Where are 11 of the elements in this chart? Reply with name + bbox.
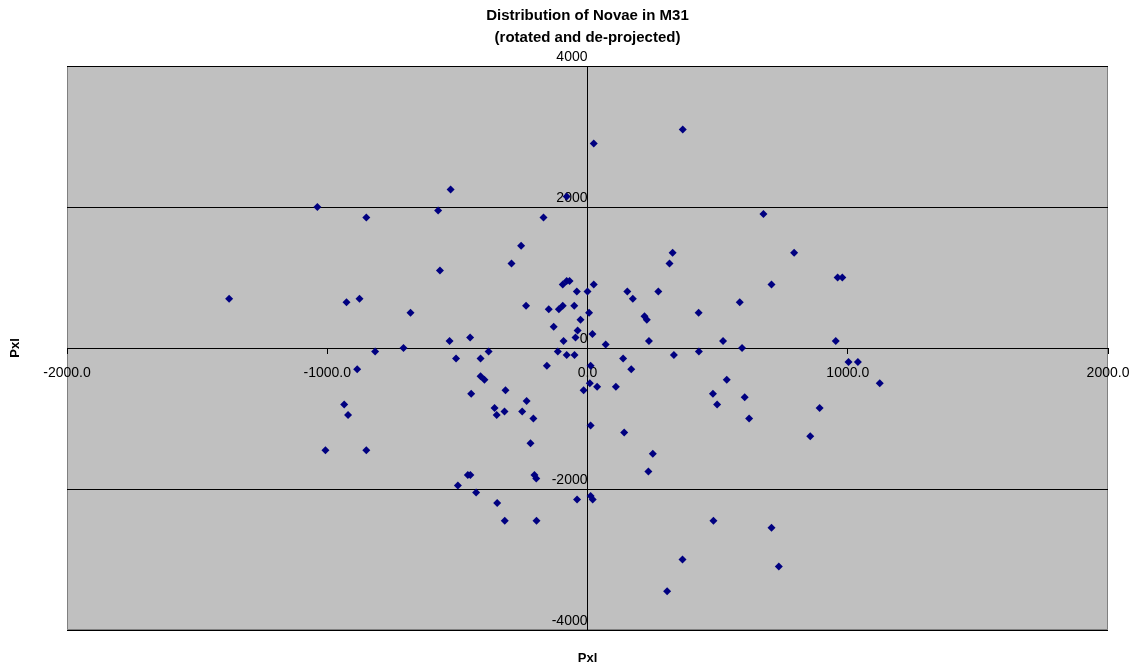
y-tick-label: 4000 bbox=[556, 47, 588, 64]
y-tick-label: -4000 bbox=[551, 611, 588, 628]
x-tick-label: -2000.0 bbox=[43, 364, 91, 381]
x-tick-label: 2000.0 bbox=[1086, 364, 1130, 381]
y-tick-label: -2000 bbox=[551, 470, 588, 487]
y-axis-title: Pxl bbox=[6, 338, 22, 358]
x-tick-label: -1000.0 bbox=[303, 364, 352, 381]
chart-title: Distribution of Novae in M31 (rotated and de-projected) bbox=[486, 6, 689, 46]
x-axis-title: Pxl bbox=[577, 649, 598, 665]
y-tick-label: 0 bbox=[579, 329, 588, 346]
x-tick-label: 1000.0 bbox=[826, 364, 870, 381]
